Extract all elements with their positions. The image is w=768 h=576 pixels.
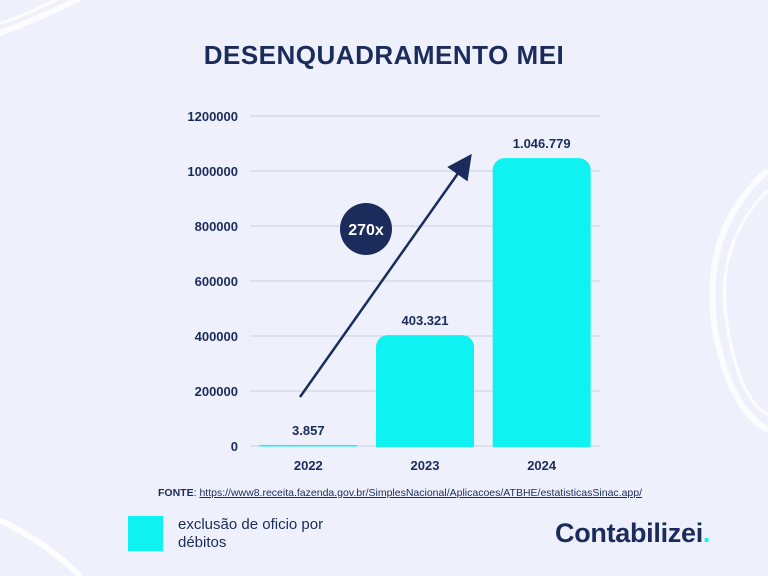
data-label: 3.857 (292, 423, 325, 438)
annotation-badge (340, 203, 392, 255)
brand-logo: Contabilizei. (555, 518, 710, 549)
source-note: FONTE: https://www8.receita.fazenda.gov.… (158, 487, 643, 499)
bar-2024 (492, 158, 591, 458)
bar-2022 (259, 444, 358, 447)
x-tick-label: 2024 (527, 458, 557, 473)
data-labels: 3.857 403.321 1.046.779 (292, 136, 571, 438)
corner-swirl-right (709, 167, 768, 433)
data-label: 403.321 (402, 313, 449, 328)
corner-swirl-top-left (0, 0, 83, 37)
legend-label: exclusão de oficio por débitos (178, 516, 324, 551)
annotation-label: 270x (348, 222, 384, 239)
bar-2023 (376, 335, 474, 458)
y-tick-label: 400000 (195, 329, 238, 344)
y-tick-label: 0 (231, 439, 238, 454)
y-tick-label: 600000 (195, 274, 238, 289)
data-label: 1.046.779 (513, 136, 571, 151)
x-tick-label: 2022 (294, 458, 323, 473)
source-label: FONTE (158, 487, 194, 499)
x-tick-label: 2023 (411, 458, 440, 473)
trend-arrow (298, 153, 472, 398)
brand-dot: . (702, 518, 711, 548)
y-tick-label: 1000000 (187, 164, 238, 179)
x-axis-ticks: 2022 2023 2024 (294, 458, 557, 473)
legend-swatch (128, 516, 163, 551)
chart-title: DESENQUADRAMENTO MEI (203, 40, 565, 70)
y-axis-ticks: 0 200000 400000 600000 800000 1000000 1200000 (187, 109, 238, 454)
y-tick-label: 800000 (195, 219, 238, 234)
y-tick-label: 200000 (195, 384, 238, 399)
source-link[interactable]: https://www8.receita.fazenda.gov.br/Simp… (199, 487, 643, 499)
y-tick-label: 1200000 (187, 109, 238, 124)
bars (250, 158, 600, 461)
corner-swirl-bottom-left (0, 517, 83, 576)
brand-name: Contabilizei (555, 518, 703, 548)
baseline-mask (250, 447, 600, 461)
